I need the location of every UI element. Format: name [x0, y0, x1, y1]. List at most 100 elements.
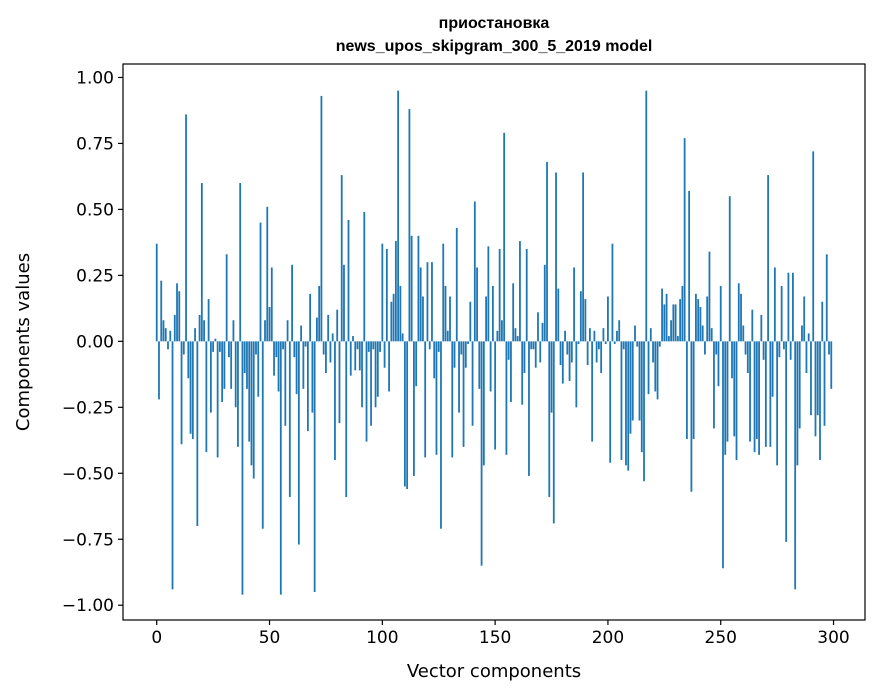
bar — [570, 341, 573, 363]
bar — [764, 341, 767, 447]
y-tick-label: −0.75 — [62, 530, 114, 550]
bar — [347, 219, 350, 342]
bar — [449, 296, 451, 342]
bar — [491, 285, 494, 342]
bar — [546, 161, 548, 342]
bar — [620, 341, 623, 461]
bar — [780, 285, 783, 342]
y-tick-label: 0.25 — [76, 266, 114, 286]
bar — [413, 341, 415, 476]
bar — [746, 341, 749, 374]
bar — [715, 341, 718, 355]
bar — [173, 314, 176, 342]
bar — [516, 336, 519, 342]
x-axis-ticks: 0 50 100 150 200 250 300 — [151, 620, 850, 648]
bar — [446, 330, 449, 342]
bar — [167, 341, 169, 350]
bar — [568, 341, 571, 381]
bar — [593, 330, 596, 342]
plot-frame — [122, 63, 866, 621]
bar — [216, 341, 219, 458]
bar — [503, 132, 506, 342]
bar — [584, 299, 587, 342]
bar — [489, 341, 492, 392]
bar — [627, 341, 630, 471]
bar — [767, 175, 769, 342]
bar — [214, 338, 217, 342]
bar — [394, 241, 397, 342]
bar — [717, 341, 720, 387]
bar — [277, 341, 280, 392]
bar — [634, 325, 636, 342]
bar — [209, 341, 212, 413]
bar — [243, 341, 246, 374]
bar — [755, 341, 758, 439]
bar — [282, 341, 284, 350]
bar — [336, 309, 339, 342]
bar — [792, 272, 794, 342]
bar — [286, 320, 289, 342]
bar — [248, 341, 251, 442]
bar — [376, 341, 379, 397]
bar — [521, 341, 524, 405]
x-tick-label: 250 — [705, 628, 737, 648]
bar — [458, 341, 460, 413]
bar — [692, 341, 695, 439]
bar — [433, 341, 436, 379]
bar — [284, 341, 287, 426]
bar — [270, 267, 273, 342]
bar — [268, 307, 271, 342]
bar — [401, 333, 404, 342]
bar — [798, 341, 801, 429]
bar — [264, 320, 266, 342]
chart-title-line-2: news_upos_skipgram_300_5_2019 model — [336, 38, 653, 55]
bar — [237, 341, 239, 447]
bar — [663, 304, 666, 342]
bar — [629, 341, 632, 434]
bar — [510, 341, 512, 403]
bar — [577, 341, 580, 344]
bar — [821, 301, 824, 342]
bar — [534, 341, 537, 368]
bar — [525, 248, 528, 342]
bar — [771, 341, 774, 397]
bar — [460, 341, 463, 355]
bar — [823, 341, 826, 426]
bar — [306, 341, 309, 432]
bar — [595, 341, 598, 363]
bar — [370, 341, 372, 426]
bar — [638, 341, 641, 421]
bar — [679, 299, 682, 342]
bar — [185, 114, 187, 342]
bar — [582, 172, 585, 342]
y-tick-label: −1.00 — [62, 596, 114, 616]
bar — [480, 341, 483, 566]
x-tick-label: 300 — [817, 628, 849, 648]
bar — [737, 283, 740, 342]
bar — [440, 341, 442, 529]
bar — [807, 333, 810, 342]
bar — [528, 341, 530, 476]
bar — [598, 341, 600, 350]
bar — [500, 320, 503, 342]
x-axis-label: Vector components — [407, 661, 581, 682]
bar — [494, 341, 497, 450]
bar — [530, 341, 533, 350]
bar — [647, 341, 650, 395]
bar — [760, 314, 763, 342]
bar — [338, 341, 341, 424]
bar — [322, 341, 325, 355]
bar — [719, 285, 722, 342]
bar — [645, 90, 648, 342]
bar — [261, 341, 264, 529]
bar — [487, 246, 490, 342]
bar — [431, 262, 433, 342]
bar — [519, 241, 521, 342]
bar — [541, 322, 544, 342]
bar — [688, 190, 691, 342]
bar — [828, 341, 830, 355]
y-axis-ticks: 1.00 0.75 0.50 0.25 0.00 −0.25 −0.50 −0.75 −1.00 — [62, 68, 123, 616]
bar — [482, 341, 485, 466]
bar — [187, 341, 190, 379]
